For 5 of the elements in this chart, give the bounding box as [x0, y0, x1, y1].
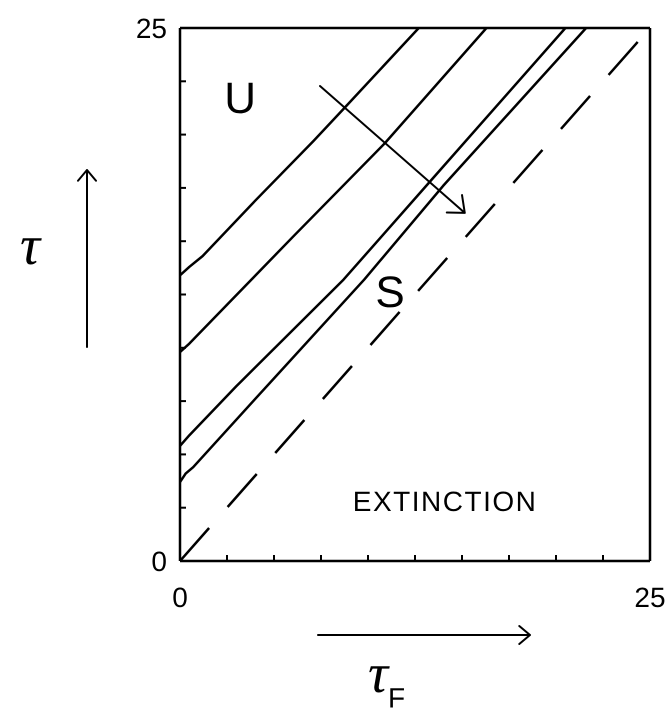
x-axis-title: τ$_{F}$ — [368, 643, 406, 716]
annotation: EXTINCTION — [352, 486, 538, 517]
y-axis-title: τ — [18, 215, 43, 277]
annotation: S — [375, 268, 405, 317]
annotation: U — [224, 74, 256, 123]
